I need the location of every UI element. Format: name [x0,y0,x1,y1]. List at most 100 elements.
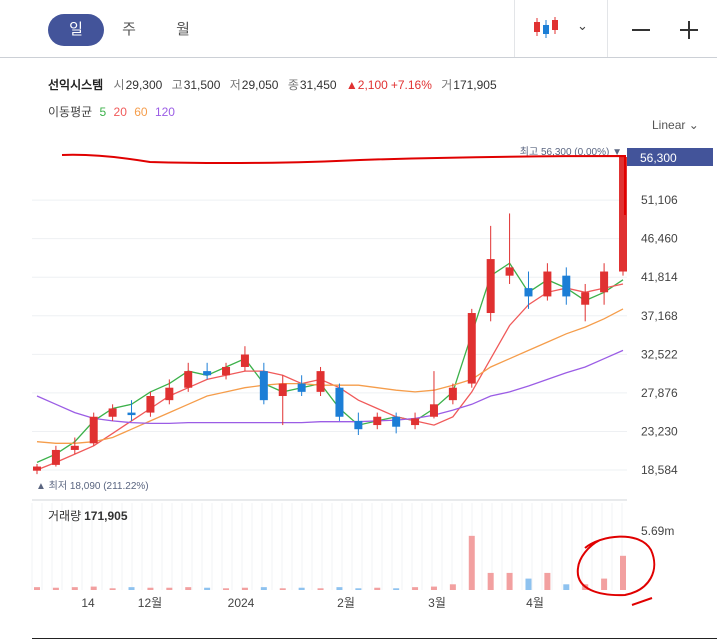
volume-bar [260,587,267,590]
ma-120-label: 120 [154,105,175,119]
change-pct: +7.16% [390,78,432,92]
candle-body [89,416,98,444]
volume-bar [468,535,475,590]
ma-line-5 [36,262,624,463]
volume-bar [525,578,532,590]
max-price-label: 최고 56,300 (0.00%) ▼ [520,146,622,158]
candle-body [429,404,438,417]
volume-bar [374,587,381,590]
volume-bar [506,572,513,590]
x-axis-ticks: 14 12월 2024 2월 3월 4월 [81,596,544,610]
volume-bar [34,587,40,590]
volume-bar [620,555,626,590]
volume-max-label: 5.69m [641,524,674,538]
current-price-tag-text: 56,300 [640,151,677,165]
candles [33,157,627,475]
volume-title-text: 거래량 [48,509,82,523]
volume-bar [393,588,400,590]
candle-body [203,371,212,376]
volume-bar [204,587,211,590]
volume-value: 171,905 [453,78,497,92]
ma-line-20 [36,283,624,471]
volume-bar [185,587,192,590]
volume-bar [90,586,97,590]
y-tick-label: 41,814 [641,270,678,284]
chart-type-dropdown[interactable]: ⌄ [514,0,608,57]
volume-bar [563,584,570,590]
x-tick-label: 4월 [526,596,544,610]
candle-body [33,466,41,471]
low-label: 저 [229,78,241,92]
candle-body [108,408,117,417]
hand-drawn-annotation-circle [576,535,656,606]
candle-body [278,383,287,397]
x-tick-label: 3월 [428,596,446,610]
candle-body [448,387,457,401]
candle-body [600,271,609,293]
volume-bar [147,587,154,590]
volume-title-value: 171,905 [84,509,128,523]
volume-bar [601,578,608,590]
chevron-down-icon: ⌄ [688,118,699,132]
period-week-tab[interactable]: 주 [122,21,136,38]
volume-bars [34,535,626,590]
period-toolbar: 일 주 월 ⌄ [0,0,717,58]
scale-dropdown[interactable]: Linear ⌄ [652,118,699,132]
candle-body [184,371,193,388]
y-axis-ticks: 18,584 23,230 27,876 32,522 37,168 41,814 46,4… [641,193,678,477]
x-tick-label: 12월 [138,596,162,610]
volume-bar [487,572,494,590]
volume-bar [279,588,286,590]
volume-bar [317,588,324,590]
ma-line-120 [36,349,624,425]
candle-body [127,412,136,416]
stock-summary: 선익시스템 시29,300 고31,500 저29,050 종31,450 ▲2… [48,76,503,93]
candle-body [335,387,344,417]
period-day-tab[interactable]: 일 [48,14,104,46]
y-tick-label: 51,106 [641,193,678,207]
x-tick-label: 2024 [228,596,255,610]
candle-body [524,288,533,297]
candle-body [486,259,495,314]
y-tick-label: 46,460 [641,232,678,246]
volume-bar [336,587,343,590]
y-tick-label: 32,522 [641,347,678,361]
candle-body [297,383,306,392]
candle-body [619,157,627,272]
candle-body [316,371,325,392]
x-tick-label: 14 [81,596,95,610]
candle-body [165,387,174,401]
open-label: 시 [113,78,125,92]
candle-body [543,271,552,297]
ma-label: 이동평균 [48,105,93,119]
open-value: 29,300 [125,78,163,92]
period-month-tab[interactable]: 월 [176,21,190,38]
ma-line-60 [36,308,624,444]
y-tick-label: 23,230 [641,424,678,438]
zoom-in-button[interactable] [676,14,702,44]
candle-body [505,267,514,276]
volume-bar [298,587,305,590]
scale-label: Linear [652,118,686,132]
zoom-out-button[interactable] [630,14,654,44]
candlestick-chart-icon [534,17,558,38]
moving-average-lines [36,262,624,471]
high-label: 고 [171,78,183,92]
candle-body [354,420,363,430]
y-tick-label: 27,876 [641,386,678,400]
candle-body [373,416,382,426]
volume-bar [71,587,78,590]
min-price-label: ▲ 최저 18,090 (211.22%) [36,480,149,492]
volume-bar [430,586,437,590]
volume-bar [109,588,116,590]
volume-bar [241,587,248,590]
candle-body [51,449,60,465]
candle-body [146,396,155,413]
volume-title: 거래량 171,905 [48,507,128,524]
grid-lines [31,199,627,590]
candle-body [467,313,476,384]
candle-body [259,371,268,401]
stock-name: 선익시스템 [48,78,104,92]
volume-label: 거 [441,78,453,92]
